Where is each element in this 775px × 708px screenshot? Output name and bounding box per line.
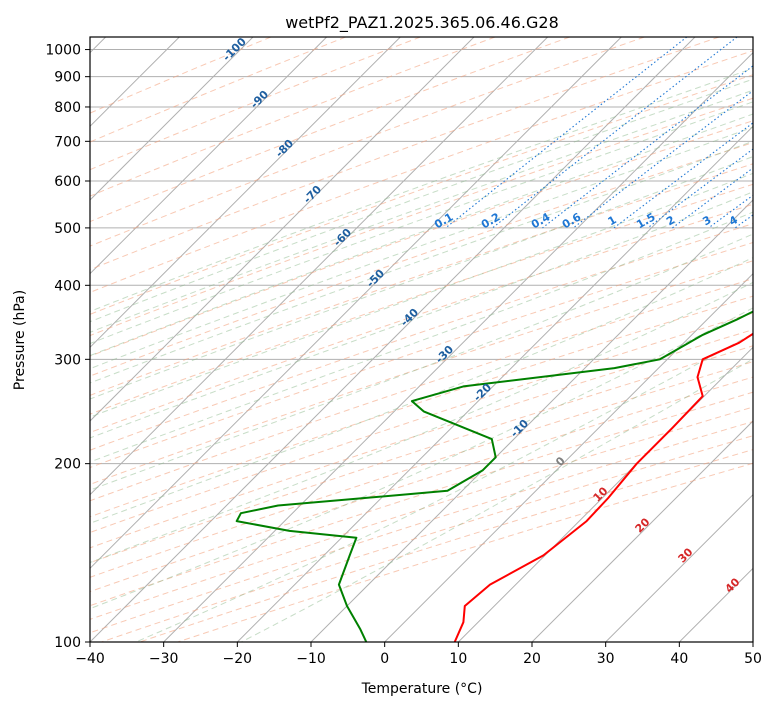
dry-adiabat-line bbox=[90, 37, 496, 197]
y-tick-label: 900 bbox=[54, 70, 81, 86]
y-axis-title: Pressure (hPa) bbox=[12, 290, 28, 390]
dry-adiabat-line bbox=[90, 37, 346, 143]
isotherm-line bbox=[384, 272, 753, 642]
isotherm-line bbox=[457, 346, 753, 642]
x-axis-title: Temperature (°C) bbox=[361, 681, 483, 697]
y-tick-label: 300 bbox=[54, 352, 81, 368]
moist-adiabat-line bbox=[90, 172, 753, 418]
x-tick-label: −30 bbox=[149, 651, 179, 667]
axis-ticks: −40 −30 −20 −10 0 10 20 30 40 50 100 200 300 400 500 60… bbox=[45, 43, 762, 667]
y-tick-label: 500 bbox=[54, 221, 81, 237]
y-tick-label: 1000 bbox=[45, 43, 81, 59]
dry-adiabat-line bbox=[90, 163, 753, 396]
background-lines bbox=[90, 37, 753, 642]
moist-adiabat-line bbox=[90, 113, 753, 357]
isotherm-line bbox=[163, 51, 753, 642]
y-tick-label: 700 bbox=[54, 134, 81, 150]
dewpoint-profile-line bbox=[235, 310, 753, 642]
x-tick-label: −10 bbox=[296, 651, 326, 667]
x-tick-label: −20 bbox=[223, 651, 253, 667]
isotherm-line bbox=[90, 37, 475, 422]
y-tick-label: 100 bbox=[54, 635, 81, 651]
isotherm-line bbox=[90, 37, 254, 201]
x-tick-label: −40 bbox=[75, 651, 105, 667]
dry-adiabat-line bbox=[101, 435, 753, 642]
dry-adiabat-line bbox=[90, 37, 720, 271]
isotherm-line bbox=[236, 125, 753, 642]
y-tick-label: 200 bbox=[54, 457, 81, 473]
x-tick-label: 10 bbox=[449, 651, 467, 667]
moist-adiabat-line bbox=[90, 126, 753, 370]
isotherm-line bbox=[90, 37, 401, 349]
moist-adiabat-line bbox=[90, 89, 753, 333]
mixing-ratio-line bbox=[613, 122, 753, 229]
dry-adiabat-line bbox=[90, 361, 753, 578]
isotherm-line bbox=[90, 37, 622, 570]
y-tick-label: 800 bbox=[54, 100, 81, 116]
dry-adiabat-line bbox=[90, 329, 753, 549]
dry-adiabat-line bbox=[90, 345, 753, 564]
moist-adiabat-line bbox=[90, 78, 753, 323]
moist-adiabat-line bbox=[90, 233, 753, 491]
y-tick-label: 600 bbox=[54, 174, 81, 190]
dry-adiabat-line bbox=[90, 37, 421, 171]
isotherm-line bbox=[531, 420, 753, 642]
moist-adiabat-line bbox=[90, 140, 753, 384]
dry-adiabat-line bbox=[90, 120, 753, 357]
dry-adiabat-line bbox=[177, 462, 753, 642]
x-tick-label: 20 bbox=[523, 651, 541, 667]
plot-frame bbox=[89, 36, 754, 643]
isotherm-line bbox=[90, 37, 549, 496]
isotherm-line bbox=[90, 37, 328, 275]
moist-adiabat-line bbox=[90, 211, 753, 463]
mixing-ratio-line bbox=[542, 65, 753, 229]
moist-adiabat-line bbox=[241, 358, 753, 642]
moist-adiabat-line bbox=[90, 281, 753, 564]
x-tick-label: 50 bbox=[744, 651, 762, 667]
moist-adiabat-line bbox=[90, 156, 753, 400]
x-tick-label: 0 bbox=[380, 651, 389, 667]
isotherm-line bbox=[605, 493, 753, 642]
moist-adiabat-line bbox=[90, 67, 753, 313]
chart-title: wetPf2_PAZ1.2025.365.06.46.G28 bbox=[285, 13, 559, 33]
dry-adiabat-line bbox=[90, 37, 645, 247]
temperature-profile-line bbox=[453, 332, 753, 642]
x-tick-label: 30 bbox=[597, 651, 615, 667]
mixing-ratio-line bbox=[445, 37, 688, 229]
isotherm-line bbox=[90, 37, 696, 642]
y-tick-label: 400 bbox=[54, 278, 81, 294]
dry-adiabat-line bbox=[90, 183, 753, 415]
dry-adiabat-line bbox=[139, 449, 753, 642]
data-series bbox=[235, 310, 753, 642]
isotherm-line bbox=[310, 199, 753, 642]
dry-adiabat-line bbox=[90, 97, 753, 337]
dry-adiabat-line bbox=[90, 50, 753, 293]
dry-adiabat-line bbox=[90, 142, 753, 377]
mixing-ratio-line bbox=[672, 167, 753, 229]
moist-adiabat-line bbox=[135, 333, 753, 642]
x-tick-label: 40 bbox=[670, 651, 688, 667]
